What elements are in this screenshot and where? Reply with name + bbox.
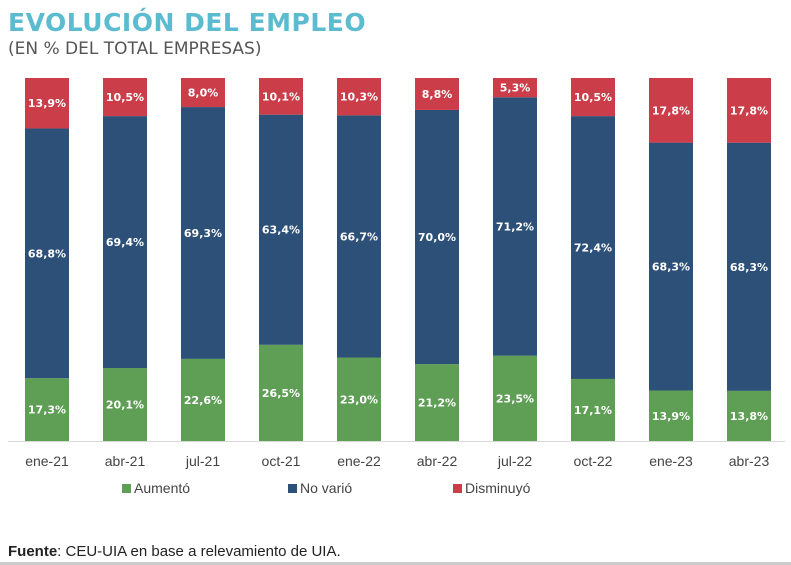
bar-segment-disminuy--ene-21: [25, 78, 69, 129]
x-tick-label: oct-22: [574, 453, 613, 469]
x-tick-label: ene-22: [337, 453, 381, 469]
data-label: 10,5%: [106, 91, 144, 104]
bar-segment-aument--ene-23: [649, 390, 693, 441]
x-tick-label: abr-23: [729, 453, 770, 469]
x-tick-label: abr-21: [105, 453, 146, 469]
legend-item-aumento: Aumentó: [122, 480, 190, 496]
bar-segment-disminuy--abr-21: [103, 78, 147, 117]
x-tick-label: oct-21: [262, 453, 301, 469]
legend-item-no-vario: No varió: [288, 480, 352, 496]
bar-segment-no-vari--ene-23: [649, 142, 693, 391]
bar-segment-aument--abr-23: [727, 390, 771, 441]
data-label: 72,4%: [574, 242, 612, 255]
bar-segment-no-vari--abr-21: [103, 116, 147, 369]
bar-segment-no-vari--ene-22: [337, 115, 381, 358]
bar-segment-aument--oct-21: [259, 344, 303, 441]
data-label: 17,1%: [574, 404, 612, 417]
legend-label: No varió: [300, 480, 353, 496]
legend: Aumentó No varió Disminuyó: [0, 480, 791, 500]
data-label: 17,8%: [652, 104, 690, 117]
x-tick-label: ene-21: [25, 453, 69, 469]
data-label: 68,8%: [28, 247, 66, 260]
bar-segment-no-vari--ene-21: [25, 128, 69, 379]
legend-swatch: [288, 483, 297, 493]
bar-segment-no-vari--oct-22: [571, 116, 615, 379]
data-label: 22,6%: [184, 394, 222, 407]
data-label: 10,1%: [262, 90, 300, 103]
bar-segment-aument--abr-21: [103, 368, 147, 441]
legend-swatch: [453, 483, 462, 493]
stacked-bar-chart: 17,3% 68,8% 13,9% ene-21 20,1% 69,4% 10,5% abr-…: [8, 78, 785, 469]
legend-item-disminuyo: Disminuyó: [453, 480, 530, 496]
bar-segment-disminuy--ene-22: [337, 78, 381, 116]
bar-segment-disminuy--abr-23: [727, 78, 771, 143]
bar-segment-no-vari--jul-21: [181, 107, 225, 359]
data-label: 23,5%: [496, 392, 534, 405]
bar-segment-aument--ene-22: [337, 357, 381, 441]
bar-segment-aument--oct-22: [571, 378, 615, 441]
data-label: 66,7%: [340, 230, 378, 243]
data-label: 21,2%: [418, 397, 456, 410]
source-note: Fuente: CEU-UIA en base a relevamiento d…: [8, 543, 341, 560]
bar-segment-disminuy--jul-21: [181, 78, 225, 108]
bottom-border: [0, 562, 791, 565]
bar-segment-no-vari--oct-21: [259, 114, 303, 345]
data-label: 26,5%: [262, 387, 300, 400]
bar-segment-aument--abr-22: [415, 364, 459, 441]
data-label: 69,4%: [106, 236, 144, 249]
source-text: : CEU-UIA en base a relevamiento de UIA.: [57, 543, 341, 560]
chart-title: EVOLUCIÓN DEL EMPLEO: [8, 8, 367, 37]
bar-segment-no-vari--abr-23: [727, 142, 771, 391]
data-label: 13,9%: [652, 410, 690, 423]
data-label: 63,4%: [262, 224, 300, 237]
data-label: 10,5%: [574, 91, 612, 104]
legend-label: Aumentó: [134, 480, 191, 496]
legend-label: Disminuyó: [465, 480, 531, 496]
data-label: 10,3%: [340, 91, 378, 104]
bar-segment-aument--jul-21: [181, 358, 225, 441]
data-label: 17,3%: [28, 404, 66, 417]
data-label: 13,9%: [28, 97, 66, 110]
source-label: Fuente: [8, 543, 58, 560]
chart-subtitle: (EN % DEL TOTAL EMPRESAS): [8, 39, 262, 59]
x-tick-label: abr-22: [417, 453, 458, 469]
data-label: 23,0%: [340, 393, 378, 406]
data-label: 8,0%: [188, 87, 219, 100]
bar-segment-disminuy--oct-22: [571, 78, 615, 117]
bar-segment-aument--jul-22: [493, 355, 537, 441]
data-label: 68,3%: [730, 261, 768, 274]
bar-segment-disminuy--ene-23: [649, 78, 693, 143]
bar-segment-aument--ene-21: [25, 378, 69, 441]
x-tick-label: jul-22: [497, 453, 532, 469]
data-label: 71,2%: [496, 220, 534, 233]
data-label: 70,0%: [418, 231, 456, 244]
data-label: 17,8%: [730, 104, 768, 117]
x-tick-label: ene-23: [649, 453, 693, 469]
bar-segment-disminuy--jul-22: [493, 78, 537, 98]
data-label: 20,1%: [106, 399, 144, 412]
x-tick-label: jul-21: [185, 453, 220, 469]
data-label: 8,8%: [422, 88, 453, 101]
data-label: 69,3%: [184, 227, 222, 240]
legend-swatch: [122, 483, 131, 493]
bar-segment-no-vari--abr-22: [415, 109, 459, 365]
data-label: 68,3%: [652, 261, 690, 274]
data-label: 5,3%: [500, 82, 531, 95]
data-label: 13,8%: [730, 410, 768, 423]
bar-segment-disminuy--abr-22: [415, 78, 459, 110]
bar-segment-no-vari--jul-22: [493, 97, 537, 356]
bar-segment-disminuy--oct-21: [259, 78, 303, 115]
